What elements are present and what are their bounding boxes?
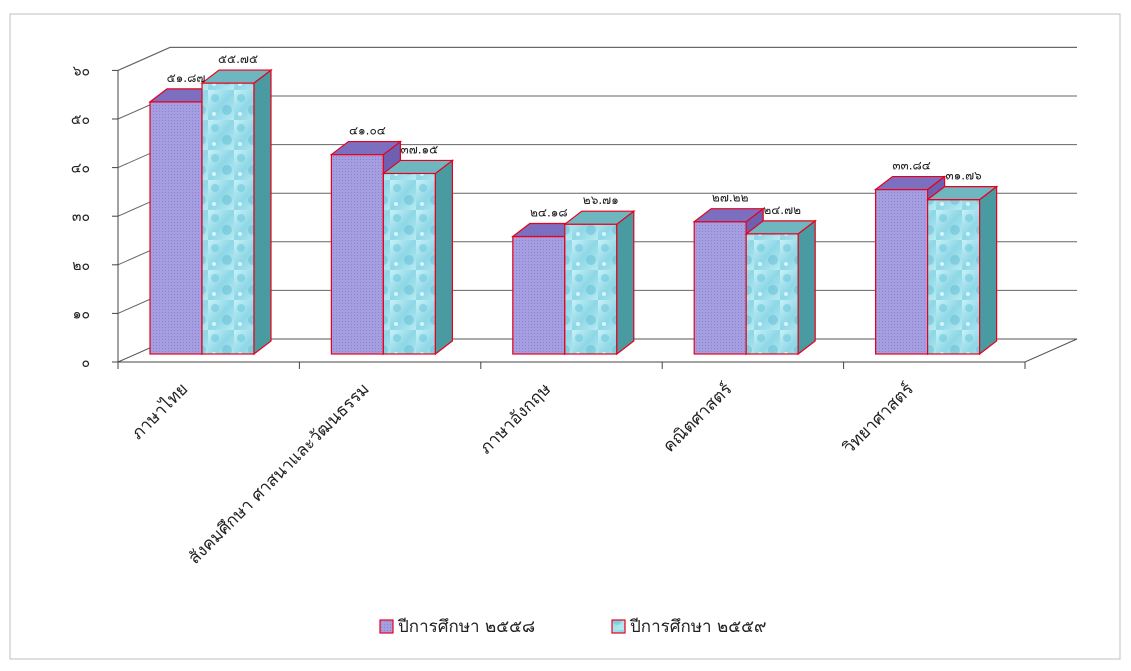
bar-front [926, 199, 981, 355]
gridline [117, 46, 1077, 71]
bar-series2 [381, 159, 455, 356]
y-tick-label: ๖๐ [73, 63, 90, 79]
bar-front [564, 223, 618, 355]
data-label: ๒๗.๒๒ [712, 191, 749, 205]
y-tick-label: ๔๐ [71, 161, 90, 177]
bar-series2 [744, 219, 817, 356]
bar-series2 [925, 185, 999, 356]
legend-item: ปีการศึกษา ๒๕๕๘ [379, 617, 535, 637]
bar-front [512, 235, 566, 355]
bar-front [382, 172, 436, 355]
data-label: ๓๓.๘๔ [892, 159, 931, 173]
y-tick-label: ๒๐ [72, 258, 90, 274]
legend-item: ปีการศึกษา ๒๕๕๙ [611, 617, 766, 637]
bar-front [874, 188, 929, 355]
y-tick-label: ๕๐ [71, 112, 90, 128]
bar-side [616, 209, 635, 356]
data-label: ๒๖.๗๑ [583, 193, 619, 207]
bar-top [744, 220, 817, 235]
bar-side [253, 68, 272, 356]
data-label: ๕๑.๘๗ [167, 71, 206, 85]
bar-top [200, 69, 273, 84]
bar-series2 [563, 209, 636, 356]
legend-swatch [611, 619, 626, 634]
legend-swatch [379, 619, 394, 634]
bar-side [979, 185, 998, 356]
bar-front [149, 101, 203, 355]
bar-top [873, 175, 947, 191]
bar-series2 [200, 68, 273, 356]
bar-front [330, 153, 384, 355]
data-label: ๕๕.๗๕ [218, 52, 258, 66]
legend-label: ปีการศึกษา ๒๕๕๙ [629, 617, 766, 637]
data-label: ๒๔.๑๘ [530, 205, 568, 219]
legend-label: ปีการศึกษา ๒๕๕๘ [397, 617, 535, 637]
bar-side [797, 219, 816, 356]
y-tick-label: ๑๐ [73, 306, 90, 322]
bar-top [563, 210, 636, 225]
bar-side [434, 159, 453, 356]
bar-front [201, 82, 255, 355]
bar-top [381, 159, 455, 175]
bar-front [693, 221, 747, 355]
y-tick-label: ๐ [81, 355, 90, 371]
bar-top [329, 140, 403, 156]
data-label: ๔๑.๐๔ [349, 124, 386, 138]
bar-top [925, 186, 999, 201]
bar-front [745, 233, 799, 355]
data-label: ๒๔.๗๒ [763, 203, 801, 217]
y-tick-label: ๓๐ [72, 209, 90, 225]
bar-top [692, 208, 765, 223]
data-label: ๓๑.๗๖ [945, 169, 981, 183]
data-label: ๓๗.๑๕ [401, 142, 439, 156]
